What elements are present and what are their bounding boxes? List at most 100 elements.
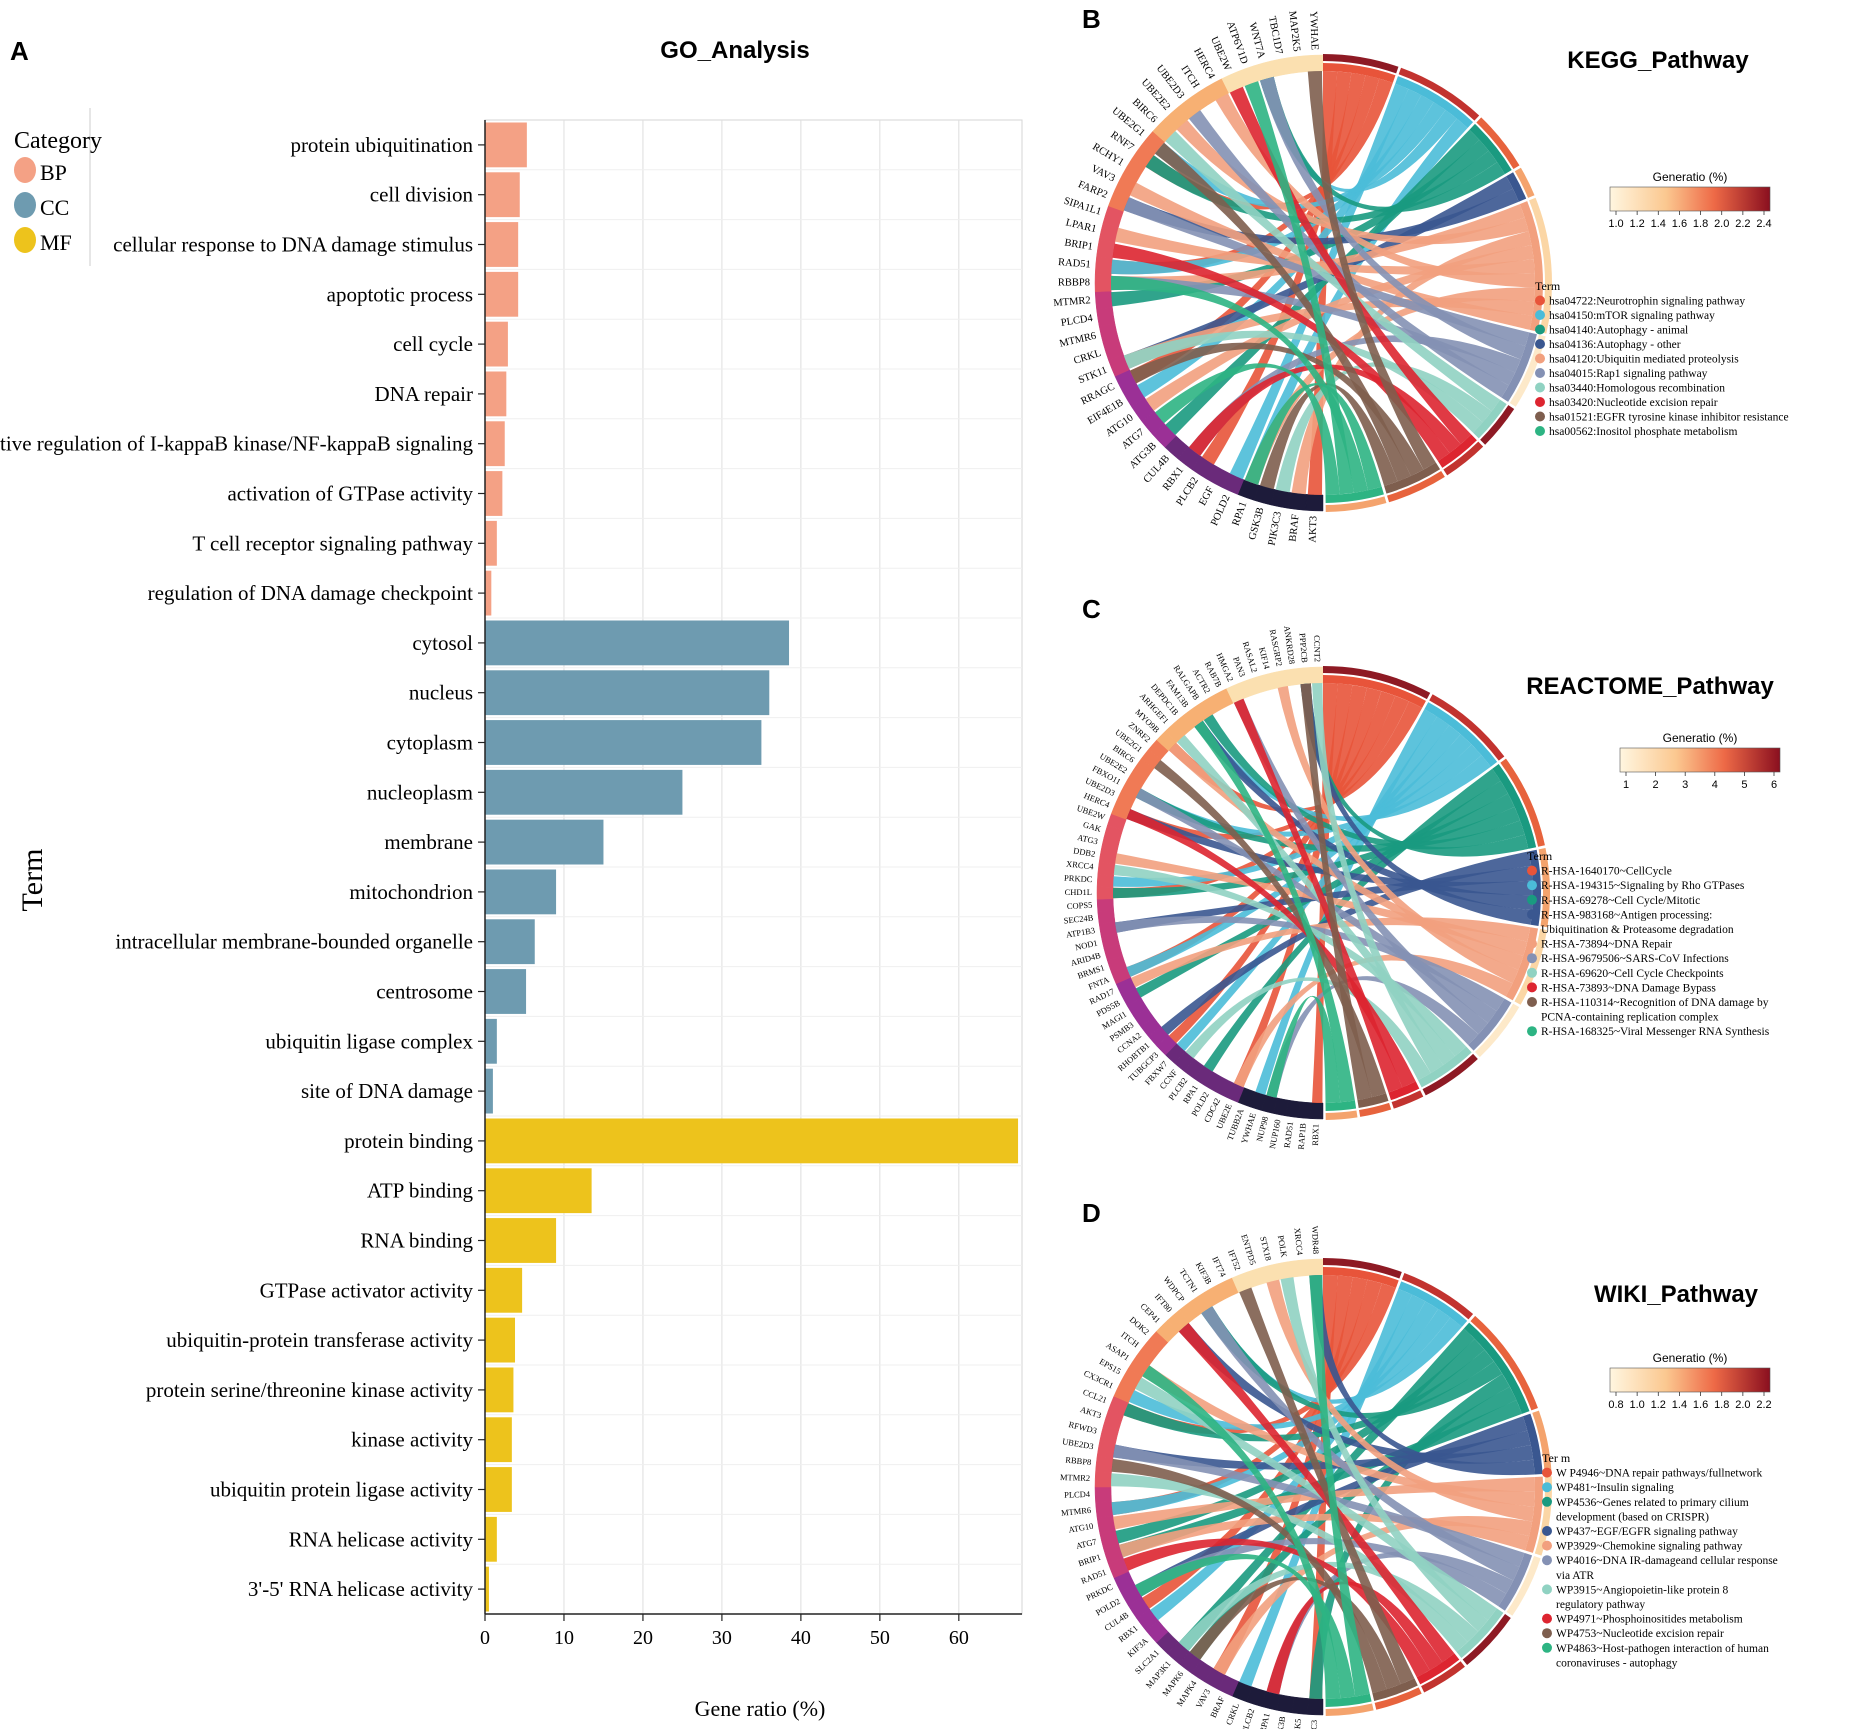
term-label-positive-regulation-of-i-kappab-kinase-nf-kappab-signaling: positive regulation of I-kappaB kinase/N… — [0, 432, 473, 456]
term-legend-label-wp4863-host-pathogen-interaction-of-human-coronaviruses-autophagy: WP4863~Host-pathogen interaction of huma… — [1556, 1643, 1769, 1670]
go-legend-title: Category — [14, 128, 102, 154]
gene-label-sipa1l1: SIPA1L1 — [1062, 196, 1102, 218]
term-arc-r-hsa-1640170-cellcycle — [1323, 675, 1426, 708]
bar-cytoplasm — [485, 720, 762, 765]
term-legend-label-hsa04722-neurotrophin-signaling-pathway: hsa04722:Neurotrophin signaling pathway — [1549, 296, 1745, 308]
ribbon-hsa04120-ubiquitin-mediated-proteolysis-2 — [1291, 231, 1532, 495]
term-legend-label-hsa03440-homologous-recombination: hsa03440:Homologous recombination — [1549, 383, 1725, 395]
wiki-colorbar: Generatio (%) 0.8 1.0 1.2 1.4 1.6 1.8 2.0 2.2 — [1608, 1351, 1771, 1411]
term-arc-hsa04015-rap1-signaling-pathway — [1501, 332, 1537, 402]
gene-label-rnf7: RNF7 — [1108, 130, 1135, 154]
gene-label-polk: POLK — [1276, 1234, 1290, 1258]
term-ratio-arc-hsa04120-ubiquitin-mediated-proteolysis — [1529, 197, 1552, 334]
term-label-cell-cycle: cell cycle — [393, 332, 473, 356]
bar-dna-repair — [485, 371, 507, 417]
gene-label-egf: EGF — [1197, 485, 1216, 508]
term-ratio-arc-hsa04140-autophagy-animal — [1476, 117, 1520, 169]
term-legend-swatch-hsa04722-neurotrophin-signaling-pathway — [1535, 295, 1545, 306]
bar-kinase-activity — [485, 1417, 512, 1463]
term-legend-label-r-hsa-194315-signaling-by-rho-gtpases: R-HSA-194315~Signaling by Rho GTPases — [1541, 880, 1745, 892]
ribbon-r-hsa-73894-dna-repair-2 — [1168, 742, 1524, 970]
gene-label-ube2d3: UBE2D3 — [1062, 1436, 1095, 1451]
term-legend-swatch-r-hsa-69278-cell-cycle-mitotic — [1527, 894, 1537, 905]
colorbar-tick-1-4: 1.4 — [1651, 218, 1666, 230]
colorbar-tick-2-4: 2.4 — [1756, 218, 1771, 230]
bar-cell-division — [485, 172, 520, 218]
term-ratio-arc-hsa04150-mtor-signaling-pathway — [1398, 67, 1480, 121]
ribbon-wp3929-chemokine-signaling-pathway-3 — [1213, 1516, 1533, 1675]
term-label-regulation-of-dna-damage-checkpoint: regulation of DNA damage checkpoint — [148, 581, 474, 605]
colorbar-title: Generatio (%) — [1653, 1351, 1728, 1365]
kegg-chord-panel: KEGG_Pathway AKT3 BRAF PIK3C3GSK3BRPA1POLD… — [1053, 10, 1789, 546]
bar-atp-binding — [485, 1168, 592, 1214]
term-legend-swatch-hsa04140-autophagy-animal — [1535, 324, 1545, 335]
term-legend-swatch-wp4753-nucleotide-excision-repair — [1542, 1628, 1552, 1639]
gene-label-rbx1: RBX1 — [1310, 1124, 1321, 1146]
bar-site-of-dna-damage — [485, 1068, 493, 1114]
gene-arc-pik3c3 — [1307, 1698, 1324, 1716]
term-legend-label-r-hsa-110314-recognition-of-dna-damage-by-pcna-containing-replication-complex: R-HSA-110314~Recognition of DNA damage b… — [1541, 997, 1769, 1024]
gene-label-xrcc4: XRCC4 — [1292, 1227, 1305, 1256]
go-bar-chart: GO_Analysis protein ubiquitination cell d… — [0, 37, 1023, 1721]
ribbon-r-hsa-983168-antigen-processing-ubiquitination-proteasome-degradation-0 — [1161, 851, 1532, 1035]
panel-label-c: C — [1082, 594, 1101, 624]
ribbon-hsa04120-ubiquitin-mediated-proteolysis-5 — [1215, 93, 1536, 288]
term-legend-swatch-r-hsa-69620-cell-cycle-checkpoints — [1527, 967, 1537, 978]
colorbar-tick-2-2: 2.2 — [1756, 1399, 1771, 1411]
colorbar-tick-1-2: 1.2 — [1629, 218, 1644, 230]
gene-label-pik3c3: PIK3C3 — [1308, 1720, 1319, 1729]
term-legend-swatch-hsa03440-homologous-recombination — [1535, 382, 1545, 393]
term-legend-swatch-wp4536-genes-related-to-primary-cilium-development-based-on-crispr — [1542, 1496, 1552, 1507]
colorbar-tick-2-0: 2.0 — [1714, 218, 1729, 230]
bar-protein-binding — [485, 1118, 1019, 1164]
ribbon-hsa03420-nucleotide-excision-repair-0 — [1229, 86, 1472, 445]
ribbon-r-hsa-168325-viral-messenger-rna-synthesis-0 — [1194, 720, 1355, 1103]
term-label-protein-binding: protein binding — [344, 1129, 473, 1153]
gene-label-vav3: VAV3 — [1089, 163, 1117, 184]
term-label-t-cell-receptor-signaling-pathway: T cell receptor signaling pathway — [192, 531, 473, 555]
term-label-cytosol: cytosol — [412, 631, 473, 655]
bar-rna-helicase-activity — [485, 1516, 497, 1562]
term-arc-r-hsa-69278-cell-cycle-mitotic — [1492, 763, 1537, 849]
colorbar-tick-6: 6 — [1771, 779, 1777, 791]
term-arc-wp4536-genes-related-to-primary-cilium-development-based-on-crispr — [1463, 1322, 1530, 1414]
ribbon-wp4971-phosphoinositides-metabolism-1 — [1266, 1581, 1443, 1695]
colorbar-tick-5: 5 — [1741, 779, 1747, 791]
ribbon-hsa03440-homologous-recombination-0 — [1165, 130, 1501, 412]
gene-label-vav3: VAV3 — [1193, 1687, 1212, 1710]
ribbon-r-hsa-69278-cell-cycle-mitotic-0 — [1203, 768, 1501, 1072]
reactome-chord-panel: REACTOME_Pathway RBX1RAP1BRAD51NUP160NUP… — [1063, 625, 1781, 1150]
term-arc-r-hsa-168325-viral-messenger-rna-synthesis — [1325, 1100, 1357, 1111]
ribbon-hsa04722-neurotrophin-signaling-pathway-4 — [1145, 78, 1393, 210]
wiki-title: WIKI_Pathway — [1594, 1281, 1759, 1308]
go-term-labels: protein ubiquitination cell division cellu… — [0, 133, 474, 1601]
x-tick-label-10: 10 — [554, 1627, 574, 1649]
term-legend-swatch-r-hsa-73893-dna-damage-bypass — [1527, 982, 1537, 993]
bar-nucleoplasm — [485, 769, 683, 815]
term-legend-label-wp437-egf-egfr-signaling-pathway: WP437~EGF/EGFR signaling pathway — [1556, 1526, 1738, 1538]
term-legend-label-r-hsa-73894-dna-repair: R-HSA-73894~DNA Repair — [1541, 939, 1672, 951]
gene-label-atg3: ATG3 — [1076, 832, 1098, 846]
go-chart-title: GO_Analysis — [660, 37, 809, 64]
bar-rna-binding — [485, 1218, 557, 1263]
ribbon-wp4971-phosphoinositides-metabolism-0 — [1178, 1323, 1455, 1663]
term-legend-swatch-wp3915-angiopoietin-like-protein-8-regulatory-pathway — [1542, 1584, 1552, 1595]
ribbon-wp4016-dna-ir-damageand-cellular-response-via-atr-0 — [1113, 1444, 1525, 1567]
gene-arc-xrcc4 — [1291, 1259, 1309, 1278]
gene-arc-rbx1 — [1310, 1102, 1324, 1120]
ribbon-r-hsa-110314-recognition-of-dna-damage-by-pcna-containing-replication-complex-1 — [1300, 683, 1372, 1101]
term-arc-hsa03440-homologous-recombination — [1473, 399, 1507, 439]
ribbon-r-hsa-1640170-cellcycle-2 — [1168, 685, 1367, 1044]
term-legend-label-r-hsa-168325-viral-messenger-rna-synthesis: R-HSA-168325~Viral Messenger RNA Synthes… — [1541, 1026, 1770, 1038]
ribbon-wp4863-host-pathogen-interaction-of-human-coronaviruses-autophagy-0 — [1309, 1275, 1370, 1697]
gene-arc-plcd4 — [1094, 1486, 1112, 1503]
term-legend-label-r-hsa-69278-cell-cycle-mitotic: R-HSA-69278~Cell Cycle/Mitotic — [1541, 895, 1700, 907]
gene-label-ppp2cb: PPP2CB — [1298, 633, 1310, 664]
gene-label-gak: GAK — [1082, 819, 1103, 834]
colorbar-tick-4: 4 — [1712, 779, 1718, 791]
bar-cellular-response-to-dna-damage-stimulus — [485, 222, 519, 267]
gene-arc-map2k5 — [1287, 55, 1308, 74]
panel-label-a: A — [10, 36, 29, 66]
term-arc-w-p4946-dna-repair-pathways-fullnetwork — [1323, 1267, 1399, 1288]
